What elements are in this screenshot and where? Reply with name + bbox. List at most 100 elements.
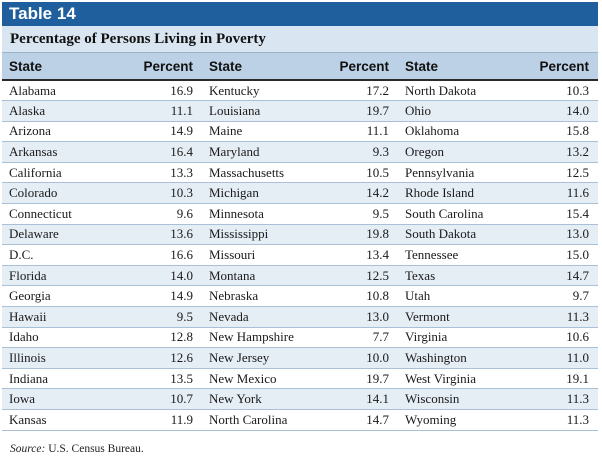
state-cell: Indiana [2, 368, 102, 390]
table-row: Iowa 10.7 New York 14.1 Wisconsin 11.3 [2, 388, 598, 410]
state-cell: North Dakota [398, 80, 502, 102]
percent-cell: 13.2 [502, 141, 598, 163]
table-title: Percentage of Persons Living in Poverty [2, 26, 598, 53]
column-header-percent: Percent [102, 53, 202, 81]
percent-cell: 11.3 [502, 388, 598, 410]
percent-cell: 12.5 [302, 265, 398, 287]
table-row: Idaho 12.8 New Hampshire 7.7 Virginia 10.6 [2, 327, 598, 349]
state-cell: Missouri [202, 244, 302, 266]
state-cell: West Virginia [398, 368, 502, 390]
percent-cell: 10.8 [302, 285, 398, 308]
percent-cell: 11.9 [102, 409, 202, 431]
percent-cell: 12.5 [502, 162, 598, 184]
state-cell: Illinois [2, 347, 102, 369]
table-row: Georgia 14.9 Nebraska 10.8 Utah 9.7 [2, 285, 598, 308]
state-cell: Minnesota [202, 203, 302, 225]
source-text: U.S. Census Bureau. [45, 443, 144, 455]
table-row: Florida 14.0 Montana 12.5 Texas 14.7 [2, 265, 598, 287]
state-cell: Michigan [202, 182, 302, 205]
table-row: Alaska 11.1 Louisiana 19.7 Ohio 14.0 [2, 100, 598, 122]
state-cell: Kentucky [202, 80, 302, 102]
state-cell: Washington [398, 347, 502, 369]
table-header-row: State Percent State Percent State Percen… [2, 53, 598, 81]
state-cell: Iowa [2, 388, 102, 410]
state-cell: Nevada [202, 306, 302, 328]
state-cell: California [2, 162, 102, 184]
column-header-state: State [202, 53, 302, 81]
table-row: California 13.3 Massachusetts 10.5 Pennsylva… [2, 162, 598, 184]
state-cell: New Mexico [202, 368, 302, 390]
state-cell: Maine [202, 121, 302, 143]
percent-cell: 11.1 [102, 100, 202, 122]
table-row: Indiana 13.5 New Mexico 19.7 West Virginia 19… [2, 368, 598, 390]
percent-cell: 19.7 [302, 368, 398, 390]
state-cell: Tennessee [398, 244, 502, 266]
table-row: Delaware 13.6 Mississippi 19.8 South Dakota 1… [2, 224, 598, 246]
percent-cell: 16.4 [102, 141, 202, 163]
state-cell: Alaska [2, 100, 102, 122]
table-row: Kansas 11.9 North Carolina 14.7 Wyoming 11.3 [2, 409, 598, 431]
state-cell: D.C. [2, 244, 102, 266]
percent-cell: 12.6 [102, 347, 202, 369]
percent-cell: 15.8 [502, 121, 598, 143]
state-cell: Maryland [202, 141, 302, 163]
state-cell: Rhode Island [398, 182, 502, 205]
percent-cell: 10.6 [502, 327, 598, 349]
percent-cell: 14.1 [302, 388, 398, 410]
state-cell: Arkansas [2, 141, 102, 163]
percent-cell: 19.7 [302, 100, 398, 122]
state-cell: Florida [2, 265, 102, 287]
percent-cell: 9.7 [502, 285, 598, 308]
source-label: Source: [10, 443, 46, 455]
state-cell: Hawaii [2, 306, 102, 328]
state-cell: Nebraska [202, 285, 302, 308]
percent-cell: 11.6 [502, 182, 598, 205]
state-cell: Colorado [2, 182, 102, 205]
percent-cell: 14.7 [302, 409, 398, 431]
percent-cell: 14.0 [502, 100, 598, 122]
state-cell: North Carolina [202, 409, 302, 431]
state-cell: New Jersey [202, 347, 302, 369]
percent-cell: 13.5 [102, 368, 202, 390]
table-row: Connecticut 9.6 Minnesota 9.5 South Carolina… [2, 203, 598, 225]
percent-cell: 13.0 [302, 306, 398, 328]
percent-cell: 17.2 [302, 80, 398, 102]
percent-cell: 11.3 [502, 306, 598, 328]
column-header-percent: Percent [302, 53, 398, 81]
table-number-banner: Table 14 [2, 2, 598, 26]
state-cell: Texas [398, 265, 502, 287]
percent-cell: 15.4 [502, 203, 598, 225]
state-cell: Idaho [2, 327, 102, 349]
state-cell: Louisiana [202, 100, 302, 122]
percent-cell: 13.4 [302, 244, 398, 266]
percent-cell: 14.9 [102, 121, 202, 143]
percent-cell: 15.0 [502, 244, 598, 266]
table-figure: Table 14 Percentage of Persons Living in… [2, 2, 598, 441]
table-row: Alabama 16.9 Kentucky 17.2 North Dakota 10.3 [2, 80, 598, 102]
percent-cell: 13.6 [102, 224, 202, 246]
state-cell: Delaware [2, 224, 102, 246]
table-body: Alabama 16.9 Kentucky 17.2 North Dakota 10.3 A… [2, 80, 598, 431]
state-cell: Oregon [398, 141, 502, 163]
percent-cell: 14.2 [302, 182, 398, 205]
percent-cell: 11.1 [302, 121, 398, 143]
percent-cell: 9.5 [102, 306, 202, 328]
percent-cell: 10.3 [502, 80, 598, 102]
percent-cell: 7.7 [302, 327, 398, 349]
state-cell: Arizona [2, 121, 102, 143]
state-cell: Mississippi [202, 224, 302, 246]
percent-cell: 11.3 [502, 409, 598, 431]
state-cell: Montana [202, 265, 302, 287]
percent-cell: 10.3 [102, 182, 202, 205]
percent-cell: 12.8 [102, 327, 202, 349]
state-cell: Wisconsin [398, 388, 502, 410]
percent-cell: 10.0 [302, 347, 398, 369]
table-row: Arkansas 16.4 Maryland 9.3 Oregon 13.2 [2, 141, 598, 163]
state-cell: Alabama [2, 80, 102, 102]
table-row: Arizona 14.9 Maine 11.1 Oklahoma 15.8 [2, 121, 598, 143]
state-cell: New Hampshire [202, 327, 302, 349]
column-header-state: State [398, 53, 502, 81]
state-cell: Connecticut [2, 203, 102, 225]
state-cell: South Carolina [398, 203, 502, 225]
state-cell: Massachusetts [202, 162, 302, 184]
